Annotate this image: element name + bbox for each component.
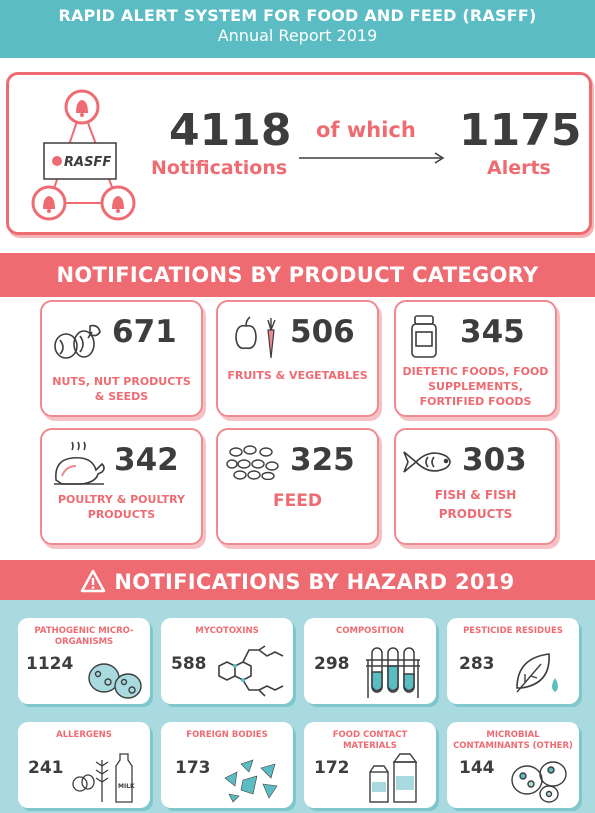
allergens-icon: MILK (72, 753, 135, 803)
hazard-card-pesticides: PESTICIDE RESIDUES 283 (447, 618, 579, 704)
pathogens-count: 1124 (26, 654, 74, 674)
molecule-icon (218, 645, 284, 697)
fruit-vegetable-icon (235, 316, 276, 359)
microbes-icon (511, 761, 567, 803)
product-card-fruits: 506 FRUITS & VEGETABLES (216, 300, 379, 417)
product-card-poultry: 342 POULTRY & POULTRY PRODUCTS (40, 428, 203, 545)
fish-icon (403, 451, 451, 473)
microbial-label: MICROBIAL CONTAMINANTS (OTHER) (453, 730, 573, 751)
pesticides-label: PESTICIDE RESIDUES (463, 626, 563, 636)
test-tubes-icon (366, 647, 420, 698)
roast-chicken-icon (54, 441, 105, 485)
petri-dish-icon (88, 663, 142, 699)
notifications-count: 4118 (169, 105, 292, 156)
pesticides-count: 283 (459, 654, 495, 674)
feed-count: 325 (290, 442, 355, 478)
fruits-label: FRUITS & VEGETABLES (227, 369, 368, 382)
rasff-network-icon: RASFF (31, 89, 136, 221)
hazard-heading-text: NOTIFICATIONS BY HAZARD 2019 (114, 570, 515, 594)
report-header: RAPID ALERT SYSTEM FOR FOOD AND FEED (RA… (0, 0, 595, 58)
dietetic-count: 345 (460, 314, 525, 350)
supplement-jar-icon (411, 315, 437, 358)
nuts-count: 671 (112, 314, 177, 350)
foreign-bodies-count: 173 (175, 758, 211, 778)
hazard-heading: NOTIFICATIONS BY HAZARD 2019 (0, 560, 595, 604)
nuts-icon (54, 324, 101, 359)
hazard-card-mycotoxins: MYCOTOXINS 588 (161, 618, 293, 704)
product-card-fish: 303 FISH & FISH PRODUCTS (394, 428, 557, 545)
hazard-card-composition: COMPOSITION 298 (304, 618, 436, 704)
product-card-feed: 325 FEED (216, 428, 379, 545)
hazard-card-foreign-bodies: FOREIGN BODIES 173 (161, 722, 293, 808)
mycotoxins-count: 588 (171, 654, 207, 674)
allergens-count: 241 (28, 758, 64, 778)
fish-count: 303 (462, 442, 527, 478)
allergens-label: ALLERGENS (56, 730, 112, 740)
poultry-label: POULTRY & POULTRY PRODUCTS (58, 493, 185, 521)
report-subtitle: Annual Report 2019 (217, 26, 378, 45)
product-card-nuts: 671 NUTS, NUT PRODUCTS & SEEDS (40, 300, 203, 417)
hazard-card-microbial: MICROBIAL CONTAMINANTS (OTHER) 144 (447, 722, 579, 808)
feed-label: FEED (273, 491, 322, 511)
feed-pellets-icon (226, 445, 279, 480)
of-which-label: of which (316, 118, 416, 142)
alerts-count: 1175 (459, 105, 582, 156)
arrow-icon (299, 152, 445, 164)
rasff-logo-text: RASFF (64, 155, 111, 170)
composition-label: COMPOSITION (336, 626, 404, 636)
foreign-bodies-label: FOREIGN BODIES (186, 730, 268, 740)
food-contact-count: 172 (314, 758, 350, 778)
shards-icon (224, 759, 278, 803)
notifications-label: Notifications (151, 157, 288, 179)
fruits-count: 506 (290, 314, 355, 350)
milk-label: MILK (118, 783, 135, 790)
nuts-label: NUTS, NUT PRODUCTS & SEEDS (52, 375, 191, 403)
hazard-card-allergens: ALLERGENS 241 MILK (18, 722, 150, 808)
hazard-card-food-contact: FOOD CONTACT MATERIALS 172 (304, 722, 436, 808)
report-title: RAPID ALERT SYSTEM FOR FOOD AND FEED (RA… (58, 6, 537, 25)
warning-icon (81, 569, 106, 593)
product-category-heading: NOTIFICATIONS BY PRODUCT CATEGORY (0, 253, 595, 297)
mycotoxins-label: MYCOTOXINS (195, 626, 259, 636)
fish-label: FISH & FISH PRODUCTS (434, 488, 517, 521)
microbial-count: 144 (459, 758, 495, 778)
product-card-dietetic: 345 DIETETIC FOODS, FOOD SUPPLEMENTS, FO… (394, 300, 557, 417)
dietetic-label: DIETETIC FOODS, FOOD SUPPLEMENTS, FORTIF… (402, 365, 549, 408)
leaf-drop-icon (516, 653, 558, 693)
pathogens-label: PATHOGENIC MICRO-ORGANISMS (34, 626, 134, 647)
food-contact-label: FOOD CONTACT MATERIALS (332, 730, 408, 751)
poultry-count: 342 (114, 442, 179, 478)
alerts-label: Alerts (487, 157, 551, 179)
composition-count: 298 (314, 654, 350, 674)
hazard-card-pathogens: PATHOGENIC MICRO-ORGANISMS 1124 (18, 618, 150, 704)
summary-panel: RASFF 4118 Notifications of which 1175 A… (6, 72, 592, 235)
packaging-icon (369, 753, 418, 803)
